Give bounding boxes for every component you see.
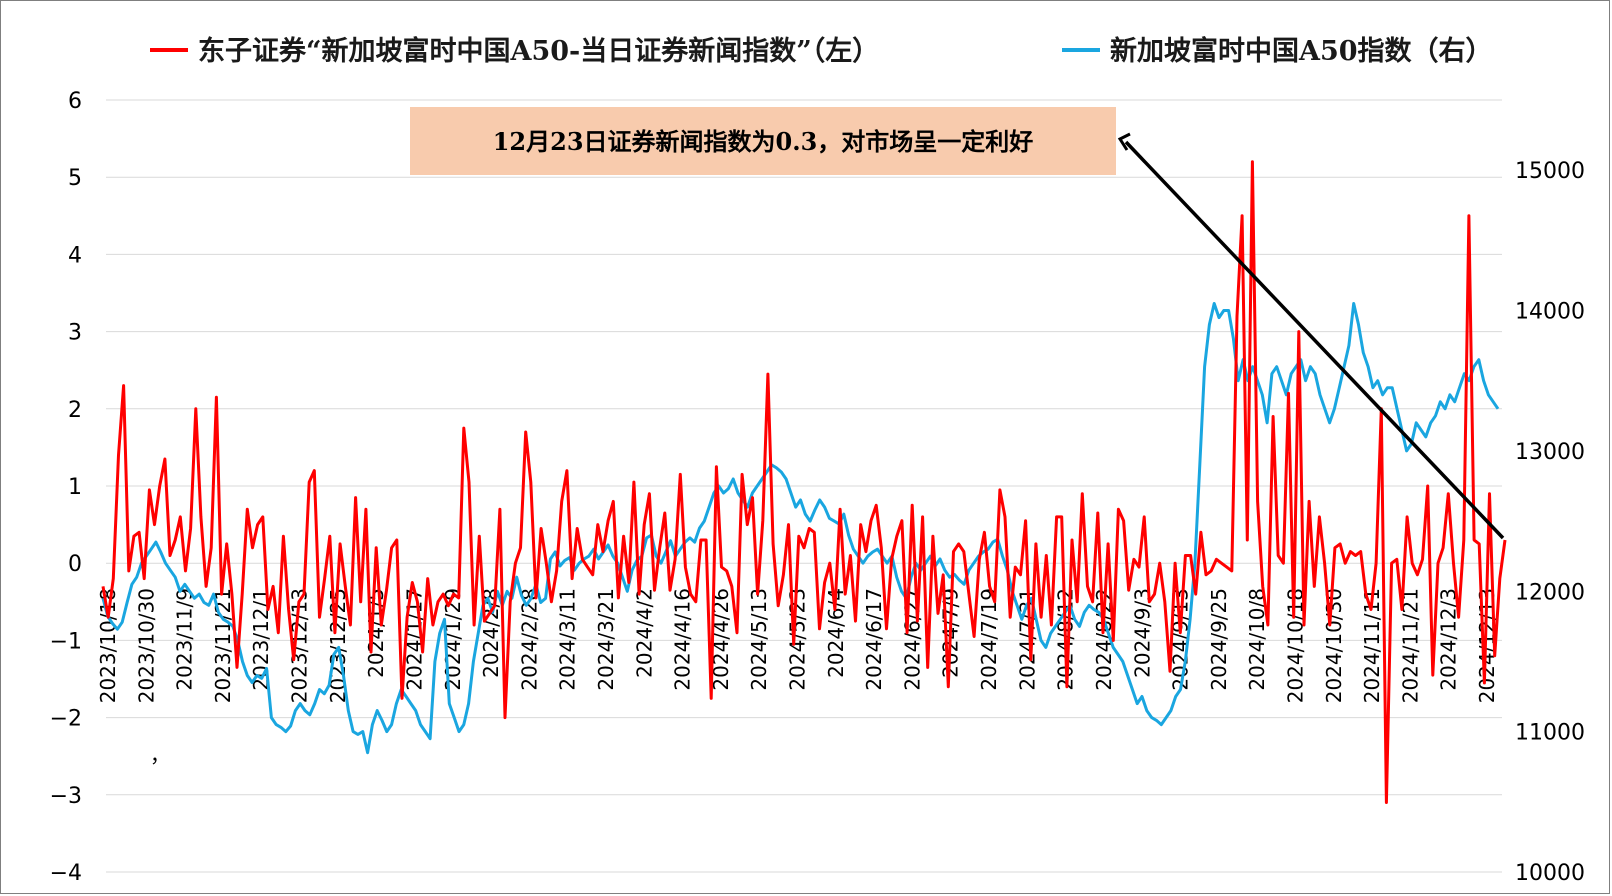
x-tick-label: 2024/3/11: [556, 588, 580, 691]
legend: 东子证券“新加坡富时中国A50-当日证券新闻指数”（左） 新加坡富时中国A50指…: [150, 35, 1493, 67]
x-tick-label: 2024/6/27: [900, 588, 924, 691]
series-line: [101, 160, 1507, 804]
series-news-index: [101, 160, 1507, 804]
legend-label-news: 东子证券“新加坡富时中国A50-当日证券新闻指数”（左）: [198, 35, 879, 67]
left-axis: 6 5 4 3 2 1 0 −1 −2 −3 −4: [50, 89, 82, 886]
left-tick-label: −3: [50, 784, 82, 809]
left-tick-label: 3: [68, 321, 82, 346]
left-tick-label: 2: [68, 398, 82, 423]
left-tick-label: 4: [68, 243, 82, 268]
x-tick-label: 2024/5/13: [747, 588, 771, 691]
x-tick-label: 2024/7/19: [977, 588, 1001, 691]
x-axis: 2023/10/18 2023/10/30 2023/11/9 2023/11/21 2…: [96, 588, 1499, 703]
x-tick-label: 2024/5/23: [786, 588, 810, 691]
right-tick-label: 10000: [1515, 861, 1585, 886]
series-a50-index: [101, 302, 1500, 755]
right-axis: 15000 14000 13000 12000 11000 10000: [1515, 159, 1585, 886]
left-tick-label: −1: [50, 629, 82, 654]
left-tick-label: 6: [68, 89, 82, 114]
stray-mark: ，: [150, 743, 170, 767]
x-tick-label: 2023/11/21: [211, 588, 235, 703]
annotation-arrow-head: [1117, 132, 1131, 151]
x-tick-label: 2024/10/30: [1322, 588, 1346, 703]
legend-label-a50: 新加坡富时中国A50指数（右）: [1110, 35, 1493, 67]
x-tick-label: 2024/4/16: [671, 588, 695, 691]
x-tick-label: 2024/9/25: [1207, 588, 1231, 691]
x-tick-label: 2024/3/21: [594, 588, 618, 691]
left-tick-label: −4: [50, 861, 82, 886]
annotation: 12月23日证券新闻指数为0.3，对市场呈一定利好: [410, 107, 1505, 540]
right-tick-label: 15000: [1515, 159, 1585, 184]
x-tick-label: 2024/4/2: [632, 588, 656, 678]
x-tick-label: 2024/6/17: [862, 588, 886, 691]
series-line: [101, 302, 1500, 755]
right-tick-label: 11000: [1515, 721, 1585, 746]
annotation-box: [410, 107, 1116, 175]
x-tick-label: 2024/9/3: [1130, 588, 1154, 678]
left-tick-label: 5: [68, 166, 82, 191]
right-tick-label: 12000: [1515, 580, 1585, 605]
annotation-text: 12月23日证券新闻指数为0.3，对市场呈一定利好: [493, 127, 1034, 156]
left-tick-label: 1: [68, 475, 82, 500]
right-tick-label: 14000: [1515, 300, 1585, 325]
x-tick-label: 2023/10/30: [134, 588, 158, 703]
annotation-arrow-line: [1124, 140, 1505, 540]
left-tick-label: 0: [68, 552, 82, 577]
x-tick-label: 2023/11/9: [173, 588, 197, 691]
left-tick-label: −2: [50, 707, 82, 732]
right-tick-label: 13000: [1515, 440, 1585, 465]
x-tick-label: 2023/10/18: [96, 588, 120, 703]
x-tick-label: 2024/2/28: [517, 588, 541, 691]
